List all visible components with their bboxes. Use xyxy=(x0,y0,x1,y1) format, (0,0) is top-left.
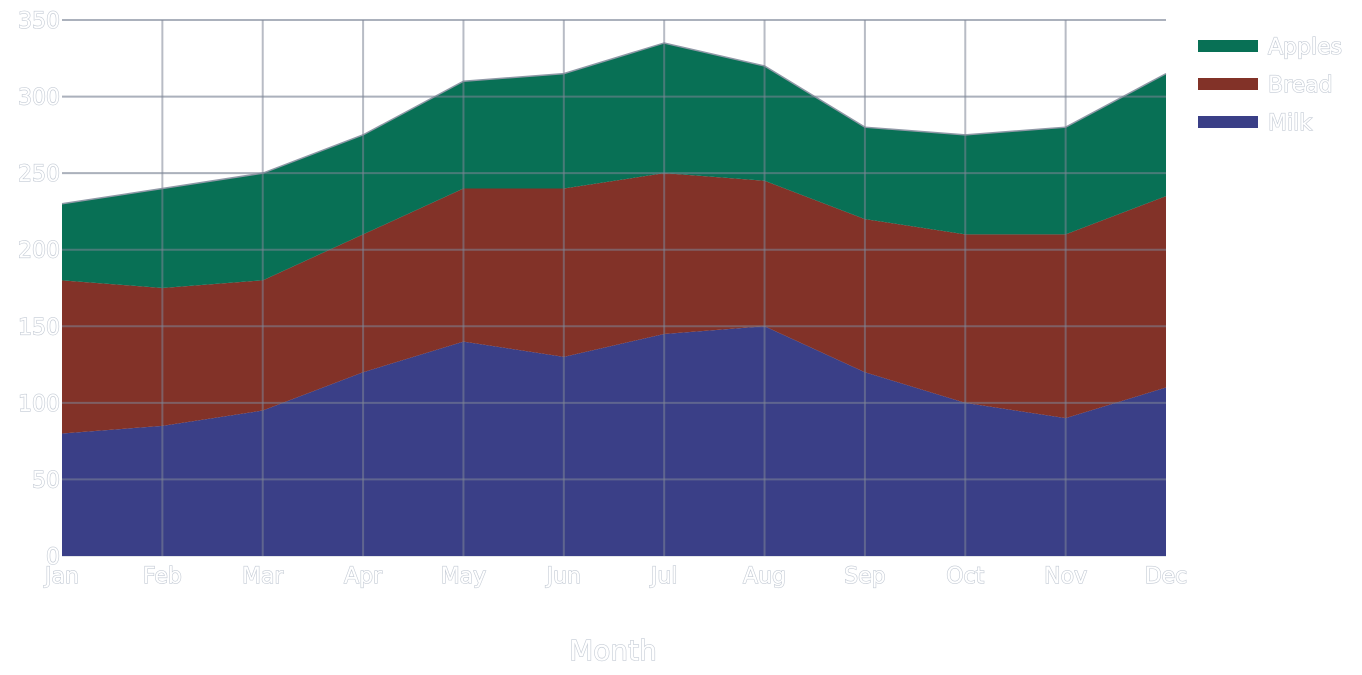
x-tick-label: Nov xyxy=(1044,564,1087,589)
legend-item-bread[interactable]: Bread xyxy=(1198,73,1333,98)
y-tick-label: 300 xyxy=(18,86,60,111)
y-tick-label: 100 xyxy=(18,392,60,417)
x-tick-label: May xyxy=(441,564,486,589)
y-tick-label: 200 xyxy=(18,239,60,264)
y-tick-label: 350 xyxy=(18,9,60,34)
x-tick-label: Apr xyxy=(344,564,383,589)
x-tick-label: Sep xyxy=(844,564,885,589)
legend[interactable]: Apples Bread Milk xyxy=(1198,35,1342,136)
x-tick-label: Jun xyxy=(545,564,581,589)
legend-swatch xyxy=(1198,40,1258,52)
y-tick-label: 250 xyxy=(18,162,60,187)
x-axis-title: Month xyxy=(569,634,657,667)
x-axis-tick-labels: Jan Feb Mar Apr May Jun Jul Aug Sep Oct Nov Dec xyxy=(43,564,1187,589)
y-tick-label: 150 xyxy=(18,315,60,340)
x-tick-label: Dec xyxy=(1145,564,1188,589)
x-tick-label: Jan xyxy=(43,564,79,589)
x-tick-label: Oct xyxy=(946,564,984,589)
legend-item-apples[interactable]: Apples xyxy=(1198,35,1342,60)
legend-label: Bread xyxy=(1268,73,1333,98)
x-tick-label: Aug xyxy=(743,564,786,589)
legend-label: Milk xyxy=(1268,111,1312,136)
x-tick-label: Jul xyxy=(649,564,678,589)
legend-swatch xyxy=(1198,78,1258,90)
y-tick-label: 50 xyxy=(32,468,60,493)
legend-label: Apples xyxy=(1268,35,1342,60)
legend-swatch xyxy=(1198,116,1258,128)
legend-item-milk[interactable]: Milk xyxy=(1198,111,1312,136)
x-tick-label: Feb xyxy=(143,564,182,589)
x-tick-label: Mar xyxy=(242,564,284,589)
